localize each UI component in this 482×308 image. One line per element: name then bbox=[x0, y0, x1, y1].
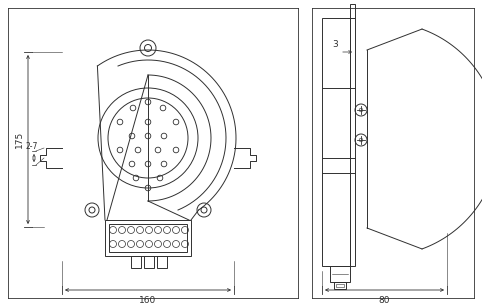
Bar bbox=[336, 284, 344, 287]
Text: 175: 175 bbox=[15, 131, 24, 148]
Bar bbox=[109, 224, 187, 252]
Bar bbox=[144, 256, 154, 268]
Text: 80: 80 bbox=[379, 296, 390, 305]
Text: 3: 3 bbox=[332, 40, 338, 49]
Text: 2-7: 2-7 bbox=[26, 141, 38, 151]
Bar bbox=[105, 220, 191, 256]
Bar bbox=[322, 18, 350, 266]
Bar bbox=[334, 282, 346, 289]
Bar bbox=[350, 4, 355, 18]
Bar bbox=[131, 256, 141, 268]
Text: 160: 160 bbox=[139, 296, 157, 305]
Bar bbox=[350, 18, 355, 266]
Bar bbox=[157, 256, 167, 268]
Bar bbox=[330, 266, 350, 282]
